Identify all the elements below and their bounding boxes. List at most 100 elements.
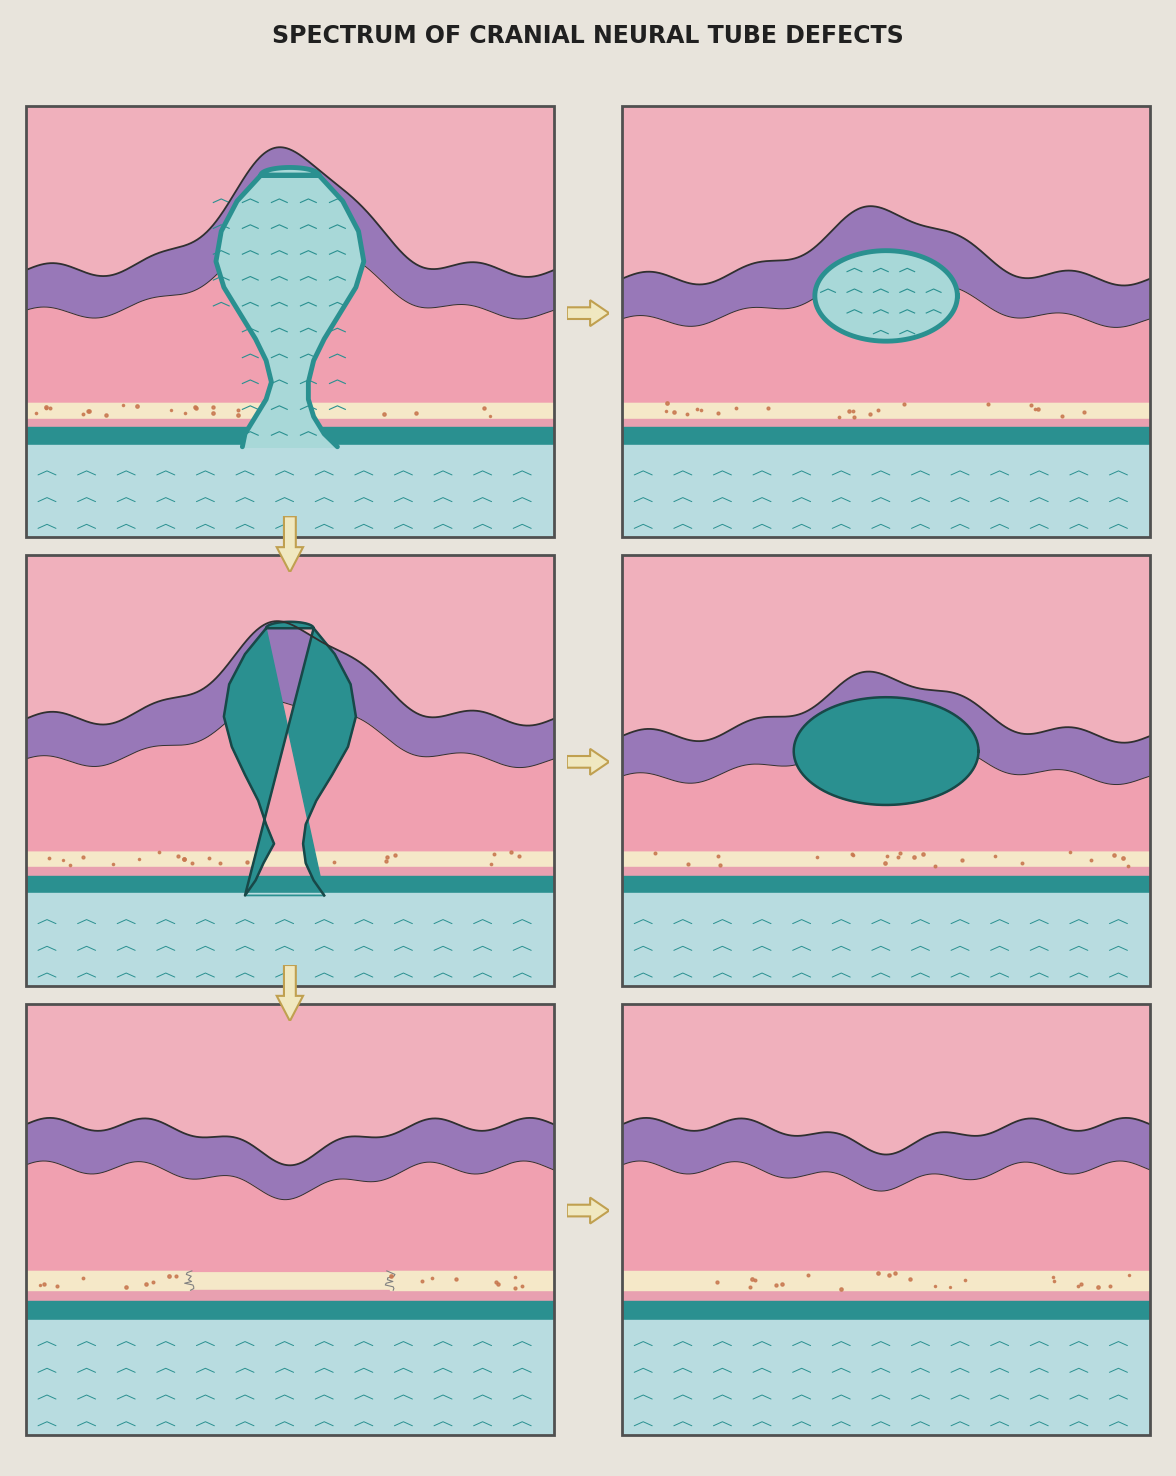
Point: [1069, 1274, 1088, 1297]
Point: [926, 853, 944, 877]
Point: [1029, 397, 1048, 421]
Point: [74, 403, 93, 427]
Point: [186, 396, 205, 419]
Point: [904, 846, 923, 869]
Point: [143, 1271, 162, 1294]
Point: [889, 846, 908, 869]
Polygon shape: [386, 1271, 554, 1290]
Point: [376, 849, 395, 872]
Point: [406, 401, 425, 425]
Polygon shape: [567, 300, 609, 326]
Point: [742, 1266, 761, 1290]
Point: [79, 399, 98, 422]
Point: [688, 397, 707, 421]
Point: [679, 852, 697, 875]
Text: Heterotopic brain tissue: Heterotopic brain tissue: [767, 571, 1005, 590]
Point: [36, 396, 55, 419]
Point: [868, 399, 887, 422]
Point: [31, 1274, 49, 1297]
Point: [861, 403, 880, 427]
Point: [27, 401, 46, 425]
Point: [895, 393, 914, 416]
Point: [1114, 846, 1132, 869]
Point: [926, 1275, 944, 1299]
Point: [1120, 1263, 1138, 1287]
Point: [506, 1265, 524, 1289]
Point: [833, 1277, 851, 1300]
Text: Encephalocele: Encephalocele: [220, 571, 360, 590]
Point: [767, 1274, 786, 1297]
Point: [829, 404, 848, 428]
Point: [386, 844, 405, 868]
Point: [868, 1262, 887, 1286]
Point: [646, 841, 664, 865]
Point: [136, 1272, 155, 1296]
Point: [741, 1275, 760, 1299]
Point: [47, 1274, 66, 1297]
Point: [377, 844, 396, 868]
Point: [481, 852, 500, 875]
Point: [691, 399, 710, 422]
Point: [175, 847, 194, 871]
Point: [1013, 852, 1031, 875]
Point: [1061, 840, 1080, 863]
Point: [1021, 394, 1040, 418]
Point: [199, 846, 218, 869]
Point: [708, 844, 727, 868]
Polygon shape: [567, 748, 609, 775]
Point: [513, 1274, 532, 1297]
Point: [182, 850, 201, 874]
Polygon shape: [815, 251, 957, 341]
Point: [228, 397, 247, 421]
Point: [413, 1269, 432, 1293]
Point: [1089, 1275, 1108, 1299]
Point: [1044, 1269, 1063, 1293]
Point: [161, 399, 180, 422]
Text: SPECTRUM OF CRANIAL NEURAL TUBE DEFECTS: SPECTRUM OF CRANIAL NEURAL TUBE DEFECTS: [272, 24, 904, 47]
Polygon shape: [26, 1271, 194, 1290]
Point: [96, 403, 115, 427]
Point: [61, 853, 80, 877]
Polygon shape: [794, 697, 978, 804]
Point: [36, 396, 55, 419]
Point: [876, 852, 895, 875]
Point: [709, 401, 728, 425]
Point: [1071, 1272, 1090, 1296]
Point: [211, 850, 229, 874]
Point: [39, 846, 58, 869]
Point: [708, 1271, 727, 1294]
Text: Meningocele: Meningocele: [228, 1020, 352, 1039]
Point: [880, 1263, 898, 1287]
Point: [446, 1268, 465, 1292]
Point: [485, 843, 503, 866]
Point: [53, 847, 72, 871]
Point: [73, 1266, 92, 1290]
Point: [422, 1266, 441, 1290]
Point: [1053, 404, 1071, 428]
Point: [167, 1265, 186, 1289]
Point: [746, 1269, 764, 1293]
Point: [807, 846, 826, 869]
Point: [203, 401, 222, 425]
Point: [886, 1262, 904, 1286]
Point: [238, 850, 256, 874]
Polygon shape: [567, 1197, 609, 1224]
Point: [914, 843, 933, 866]
Point: [878, 844, 897, 868]
Point: [978, 393, 997, 416]
Polygon shape: [223, 621, 356, 896]
Point: [176, 401, 195, 425]
Point: [159, 1265, 178, 1289]
Point: [116, 1275, 135, 1299]
Point: [901, 1268, 920, 1292]
Point: [374, 403, 393, 427]
Point: [228, 403, 247, 427]
Point: [891, 841, 910, 865]
Point: [941, 1275, 960, 1299]
Point: [79, 400, 98, 424]
Point: [127, 394, 146, 418]
Point: [502, 840, 521, 863]
Point: [203, 396, 222, 419]
Point: [174, 847, 193, 871]
Point: [488, 1272, 507, 1296]
